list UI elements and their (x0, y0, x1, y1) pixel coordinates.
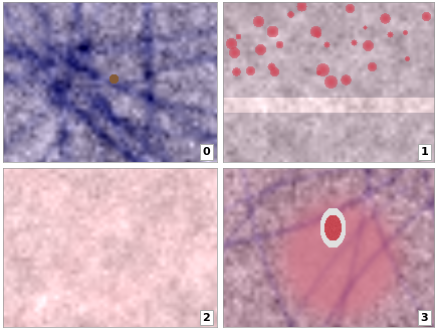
Text: 3: 3 (420, 313, 428, 322)
Text: 2: 2 (203, 313, 210, 322)
Text: 1: 1 (420, 147, 428, 157)
Text: 0: 0 (203, 147, 210, 157)
